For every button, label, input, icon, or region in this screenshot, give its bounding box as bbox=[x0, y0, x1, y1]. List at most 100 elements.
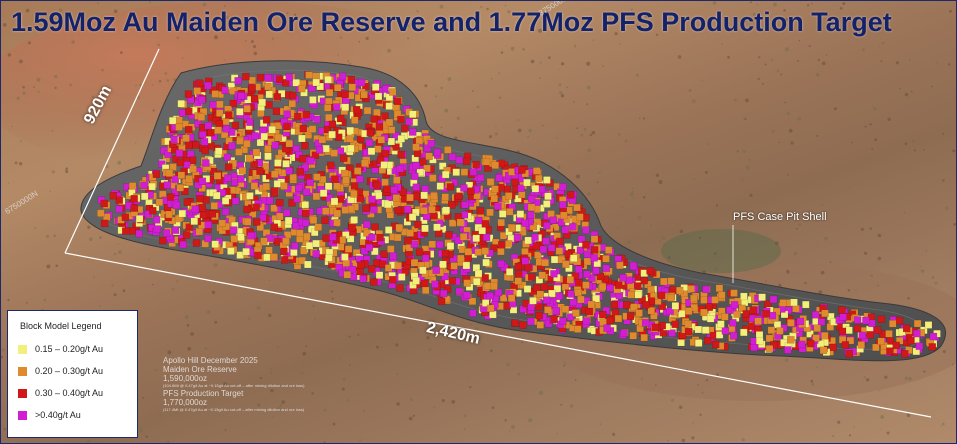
block-cell bbox=[412, 277, 420, 285]
vegetation-speck bbox=[887, 117, 891, 122]
block-cell bbox=[740, 292, 748, 301]
vegetation-speck bbox=[184, 315, 189, 320]
block-cell bbox=[155, 198, 164, 207]
block-cell bbox=[363, 220, 371, 229]
block-cell bbox=[846, 336, 855, 345]
block-cell bbox=[544, 306, 552, 314]
block-cell bbox=[221, 208, 230, 216]
block-cell bbox=[829, 343, 837, 352]
block-cell bbox=[264, 145, 272, 153]
vegetation-speck bbox=[698, 236, 702, 239]
block-cell bbox=[285, 167, 293, 175]
vegetation-speck bbox=[818, 290, 823, 295]
block-cell bbox=[498, 241, 506, 249]
vegetation-speck bbox=[877, 233, 882, 238]
vegetation-speck bbox=[655, 173, 660, 177]
vegetation-speck bbox=[912, 140, 915, 144]
block-cell bbox=[439, 260, 447, 269]
block-cell bbox=[262, 182, 270, 191]
vegetation-speck bbox=[357, 333, 360, 336]
block-cell bbox=[406, 193, 414, 202]
block-cell bbox=[210, 202, 219, 210]
vegetation-speck bbox=[211, 290, 216, 295]
vegetation-speck bbox=[864, 251, 868, 255]
block-cell bbox=[289, 173, 297, 182]
vegetation-speck bbox=[742, 149, 746, 153]
vegetation-speck bbox=[486, 7, 489, 11]
block-cell bbox=[853, 316, 862, 324]
block-cell bbox=[419, 266, 427, 275]
block-cell bbox=[535, 303, 543, 311]
block-cell bbox=[204, 220, 213, 229]
vegetation-speck bbox=[776, 69, 780, 73]
vegetation-speck bbox=[341, 387, 345, 391]
vegetation-speck bbox=[851, 141, 854, 144]
block-cell bbox=[246, 192, 254, 200]
vegetation-speck bbox=[49, 190, 51, 193]
block-cell bbox=[473, 278, 481, 286]
vegetation-speck bbox=[810, 2, 814, 5]
legend-swatch bbox=[18, 410, 27, 420]
block-cell bbox=[396, 164, 404, 173]
vegetation-speck bbox=[451, 400, 456, 404]
vegetation-speck bbox=[293, 13, 297, 16]
block-cell bbox=[726, 306, 734, 314]
block-cell bbox=[334, 83, 342, 92]
block-cell bbox=[333, 103, 341, 111]
vegetation-speck bbox=[618, 133, 621, 136]
vegetation-speck bbox=[583, 127, 587, 131]
vegetation-speck bbox=[693, 241, 695, 243]
block-cell bbox=[356, 175, 364, 183]
block-cell bbox=[742, 310, 750, 318]
block-cell bbox=[298, 134, 306, 143]
vegetation-speck bbox=[99, 305, 101, 307]
block-cell bbox=[421, 185, 429, 193]
block-cell bbox=[853, 324, 862, 333]
block-cell bbox=[721, 313, 729, 321]
block-cell bbox=[351, 116, 359, 125]
vegetation-speck bbox=[856, 399, 859, 401]
block-cell bbox=[678, 310, 686, 318]
block-cell bbox=[328, 130, 336, 139]
block-cell bbox=[342, 176, 350, 185]
reserve-value: 1,590,000oz bbox=[163, 374, 208, 383]
vegetation-speck bbox=[742, 118, 745, 120]
vegetation-speck bbox=[635, 73, 639, 77]
block-cell bbox=[374, 92, 383, 101]
block-cell bbox=[821, 309, 829, 318]
block-cell bbox=[557, 255, 566, 264]
block-cell bbox=[576, 213, 584, 221]
block-cell bbox=[440, 289, 448, 298]
block-cell bbox=[224, 163, 233, 171]
vegetation-speck bbox=[190, 332, 195, 336]
vegetation-speck bbox=[86, 258, 89, 261]
block-cell bbox=[256, 73, 265, 82]
block-cell bbox=[428, 205, 436, 214]
block-cell bbox=[535, 311, 543, 320]
block-cell bbox=[647, 307, 655, 315]
vegetation-speck bbox=[19, 59, 23, 64]
vegetation-speck bbox=[239, 345, 241, 348]
vegetation-speck bbox=[756, 3, 759, 6]
block-cell bbox=[472, 234, 480, 243]
vegetation-speck bbox=[761, 82, 764, 85]
vegetation-speck bbox=[558, 68, 560, 70]
block-cell bbox=[302, 188, 311, 196]
block-cell bbox=[872, 343, 880, 352]
vegetation-speck bbox=[113, 9, 118, 14]
vegetation-speck bbox=[931, 276, 935, 279]
block-cell bbox=[295, 184, 303, 192]
block-cell bbox=[413, 149, 422, 158]
block-cell bbox=[236, 137, 244, 145]
block-cell bbox=[482, 233, 491, 242]
vegetation-speck bbox=[45, 234, 50, 238]
vegetation-speck bbox=[167, 350, 172, 355]
vegetation-speck bbox=[861, 48, 865, 52]
block-cell bbox=[587, 300, 596, 309]
vegetation-speck bbox=[190, 20, 192, 22]
block-cell bbox=[569, 223, 577, 231]
block-cell bbox=[372, 83, 380, 91]
vegetation-speck bbox=[214, 320, 218, 324]
block-cell bbox=[404, 236, 412, 245]
block-cell bbox=[770, 341, 778, 349]
